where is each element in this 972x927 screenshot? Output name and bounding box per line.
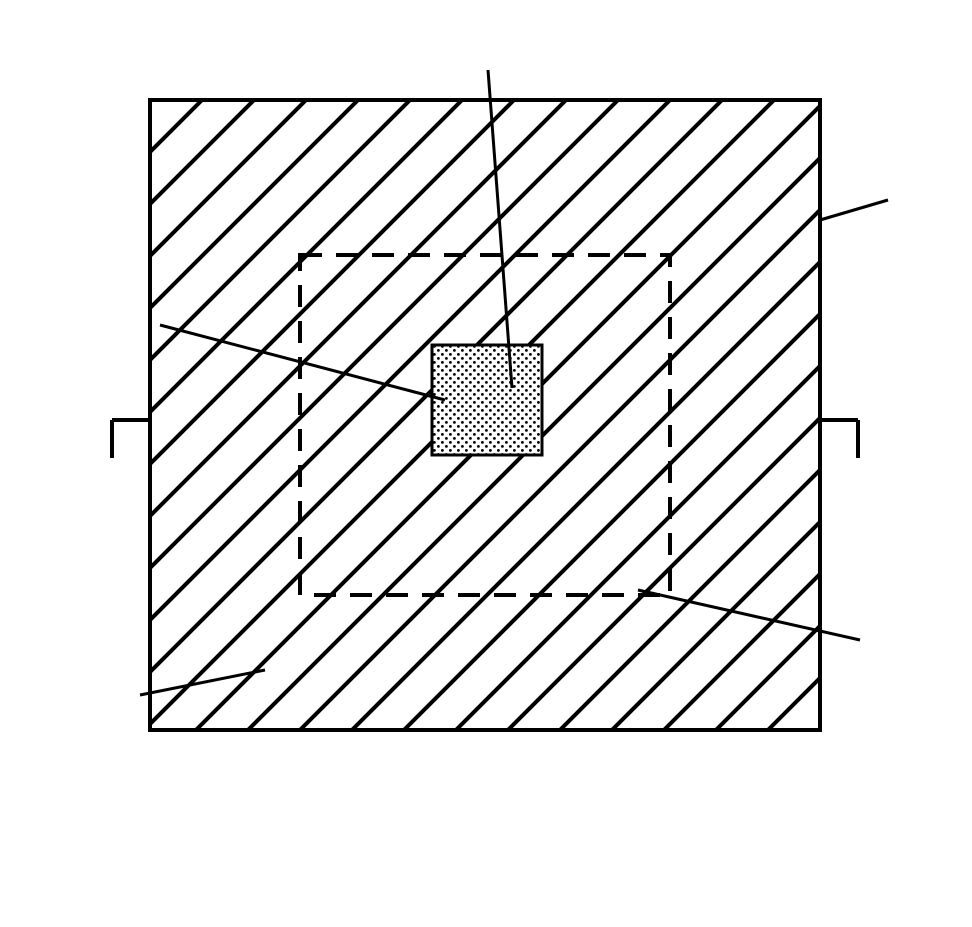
figure-canvas bbox=[0, 0, 972, 927]
diagram-svg bbox=[0, 0, 972, 927]
